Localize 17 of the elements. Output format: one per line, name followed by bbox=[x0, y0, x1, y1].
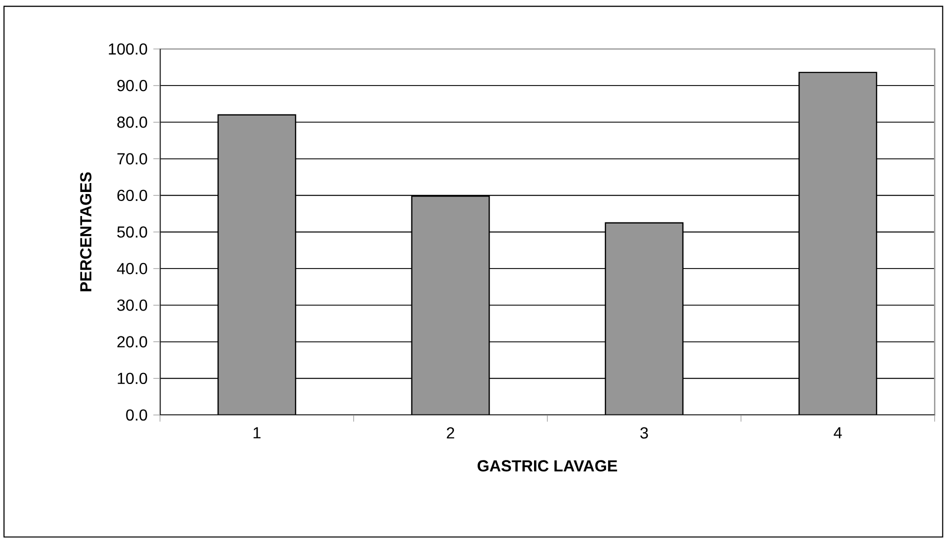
x-tick-label: 2 bbox=[446, 427, 454, 438]
y-tick-label: 90.0 bbox=[117, 80, 148, 92]
x-tick-label: 4 bbox=[834, 427, 842, 438]
y-tick-label: 0.0 bbox=[126, 409, 148, 421]
y-tick-label: 20.0 bbox=[117, 336, 148, 348]
x-axis-title: GASTRIC LAVAGE bbox=[478, 460, 618, 472]
y-tick-label: 70.0 bbox=[117, 153, 148, 164]
x-tick-label: 3 bbox=[640, 427, 648, 439]
y-tick-label: 10.0 bbox=[118, 372, 148, 384]
x-tick-label: 1 bbox=[254, 427, 260, 438]
y-tick-label: 50.0 bbox=[117, 226, 148, 238]
y-tick-label: 40.0 bbox=[116, 262, 148, 274]
y-tick-label: 100.0 bbox=[108, 43, 148, 55]
y-tick-label: 30.0 bbox=[117, 300, 148, 311]
y-tick-label: 80.0 bbox=[117, 116, 148, 128]
y-axis-title: PERCENTAGES bbox=[80, 172, 92, 292]
y-tick-label: 60.0 bbox=[117, 190, 148, 202]
